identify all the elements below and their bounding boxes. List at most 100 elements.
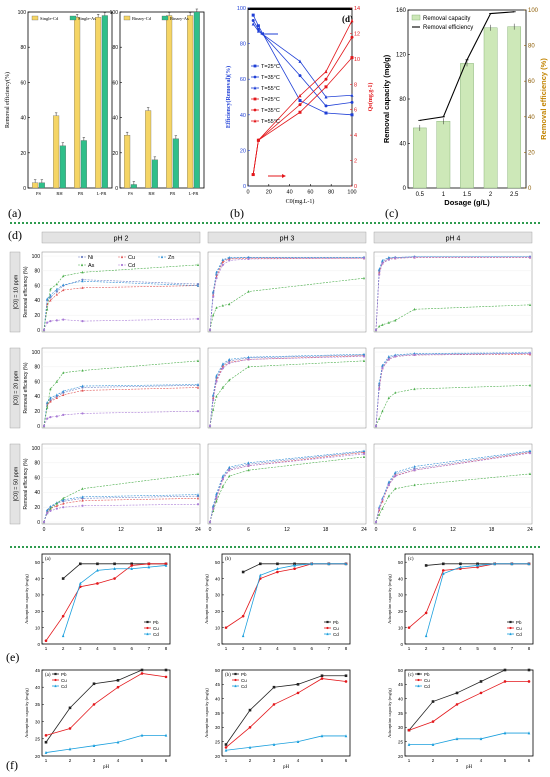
d-point-Cd bbox=[212, 507, 215, 510]
d-point-Cu bbox=[81, 388, 84, 392]
e-point-Pb bbox=[130, 562, 134, 566]
d-ytick-label: 40 bbox=[34, 490, 40, 496]
d-xtick-label: 18 bbox=[157, 527, 163, 533]
b-point-right-T=35°C bbox=[298, 103, 302, 107]
a2-bar-Binary-As-L-PR bbox=[193, 11, 200, 189]
e-point-Pb bbox=[241, 570, 245, 574]
d-point-Cd bbox=[49, 416, 52, 419]
e-point-Cu bbox=[441, 569, 445, 572]
f-point-Cd bbox=[320, 734, 324, 738]
e-legend-marker bbox=[509, 626, 512, 630]
d-ytick-label: 20 bbox=[34, 313, 40, 319]
d-point-Cd bbox=[49, 320, 52, 323]
e-ytick-label: 20 bbox=[215, 609, 221, 614]
d-point-Zn bbox=[62, 283, 65, 286]
f-ytick-label: 35 bbox=[215, 711, 221, 716]
d-point-As bbox=[247, 365, 250, 368]
d-point-Cd bbox=[528, 452, 532, 455]
panel-f: 20 25 30 35 40 45 1 2 3 4 5 6 Adsorption capacity (m… bbox=[0, 664, 550, 777]
e-legend-label: Cd bbox=[333, 632, 339, 637]
d-point-As bbox=[413, 387, 416, 391]
a2-legend-label: Binary-Cd bbox=[132, 16, 152, 21]
b-ylabel: Efficiency(Removal)(%) bbox=[225, 66, 232, 128]
f-legend-marker bbox=[54, 672, 57, 676]
d-point-Zn bbox=[387, 255, 390, 259]
e-point-Cu bbox=[96, 582, 99, 585]
d-point-Ni bbox=[55, 290, 58, 293]
d-point-Cd bbox=[55, 507, 58, 510]
b-legend-label: T=35°C bbox=[261, 75, 280, 81]
d-xtick-label: 18 bbox=[323, 527, 329, 533]
f-point-Cd bbox=[44, 750, 48, 754]
d-point-Zn bbox=[196, 493, 200, 496]
f-legend-label: Cd bbox=[61, 684, 67, 689]
d-point-Cu bbox=[62, 393, 65, 397]
a1-ytick-label: 20 bbox=[20, 151, 26, 157]
e-point-Cd bbox=[459, 565, 462, 569]
d-point-As bbox=[381, 323, 384, 326]
f-legend-label: Pb bbox=[424, 672, 430, 677]
d-point-Cd bbox=[228, 469, 231, 472]
e-ytick-label: 10 bbox=[398, 625, 404, 630]
f-ytick-label: 30 bbox=[35, 719, 41, 724]
d-point-Cd bbox=[528, 256, 532, 259]
d-point-Cd bbox=[46, 417, 49, 420]
f-legend-marker bbox=[417, 684, 420, 688]
e-xtick-label: 3 bbox=[259, 646, 262, 651]
panel-e: 0 10 20 30 40 50 1 2 3 4 5 6 7 8 Adsorption capacity (… bbox=[0, 550, 550, 662]
f-xtick-label: 1 bbox=[225, 758, 228, 763]
b-panel-tag: (d) bbox=[342, 14, 353, 24]
f-point-Cu bbox=[527, 680, 531, 683]
e-point-Cu bbox=[44, 639, 48, 643]
e-point-Cd bbox=[130, 567, 134, 571]
d-point-Zn bbox=[49, 504, 52, 508]
d-point-As bbox=[221, 484, 224, 488]
d-ytick-label: 0 bbox=[37, 424, 40, 430]
d-column-label: pH 4 bbox=[446, 236, 461, 243]
e-ytick-label: 30 bbox=[35, 593, 41, 598]
d-point-Zn bbox=[247, 255, 250, 259]
d-axes-frame bbox=[207, 443, 367, 525]
d-point-As bbox=[46, 307, 49, 311]
e-xtick-label: 7 bbox=[328, 646, 331, 651]
f-xtick-label: 1 bbox=[408, 758, 411, 763]
f-point-Cu bbox=[272, 703, 276, 706]
d-point-As bbox=[49, 507, 52, 510]
e-point-Pb bbox=[258, 562, 262, 566]
d-axes-frame bbox=[373, 251, 533, 333]
d-row-label: [C0] = 50 ppm bbox=[14, 466, 20, 501]
d-point-Cd bbox=[362, 355, 366, 358]
f-ytick-label: 20 bbox=[398, 754, 404, 759]
b-y2tick-label: 8 bbox=[354, 82, 357, 88]
d-xtick-label: 12 bbox=[118, 527, 124, 533]
a1-ytick-label: 60 bbox=[20, 80, 26, 86]
a2-legend-swatch bbox=[123, 15, 131, 21]
d-point-Cd bbox=[247, 464, 250, 467]
c-xlabel: Dosage (g/L) bbox=[444, 198, 490, 207]
f-point-Pb bbox=[92, 682, 96, 686]
d-point-Cd bbox=[215, 277, 218, 280]
d-point-As bbox=[212, 408, 215, 411]
b-point-left-T=55°C bbox=[350, 93, 354, 97]
e-xtick-label: 8 bbox=[528, 646, 531, 651]
d-point-As bbox=[46, 406, 49, 409]
d-ytick-label: 100 bbox=[32, 254, 41, 260]
b-legend-marker bbox=[253, 108, 257, 112]
d-ytick-label: 80 bbox=[34, 269, 40, 275]
f-point-Pb bbox=[224, 743, 228, 746]
e-point-Cu bbox=[407, 626, 411, 629]
d-point-Zn bbox=[247, 355, 250, 359]
d-axes-frame bbox=[41, 443, 201, 525]
c-y2tick-label: 80 bbox=[528, 44, 535, 50]
e-legend-marker bbox=[326, 620, 329, 624]
a1-bar-Single-As-PR bbox=[80, 140, 87, 189]
b-ytick-label: 20 bbox=[240, 148, 246, 154]
f-point-Cd bbox=[272, 742, 276, 746]
a1-bar-Single-Cd-PS bbox=[32, 182, 39, 189]
c-y2label: Removal efficiency (%) bbox=[539, 58, 548, 140]
f-ytick-label: 50 bbox=[398, 668, 404, 673]
f-ytick-label: 45 bbox=[215, 682, 221, 687]
d-point-Cd bbox=[215, 496, 218, 499]
